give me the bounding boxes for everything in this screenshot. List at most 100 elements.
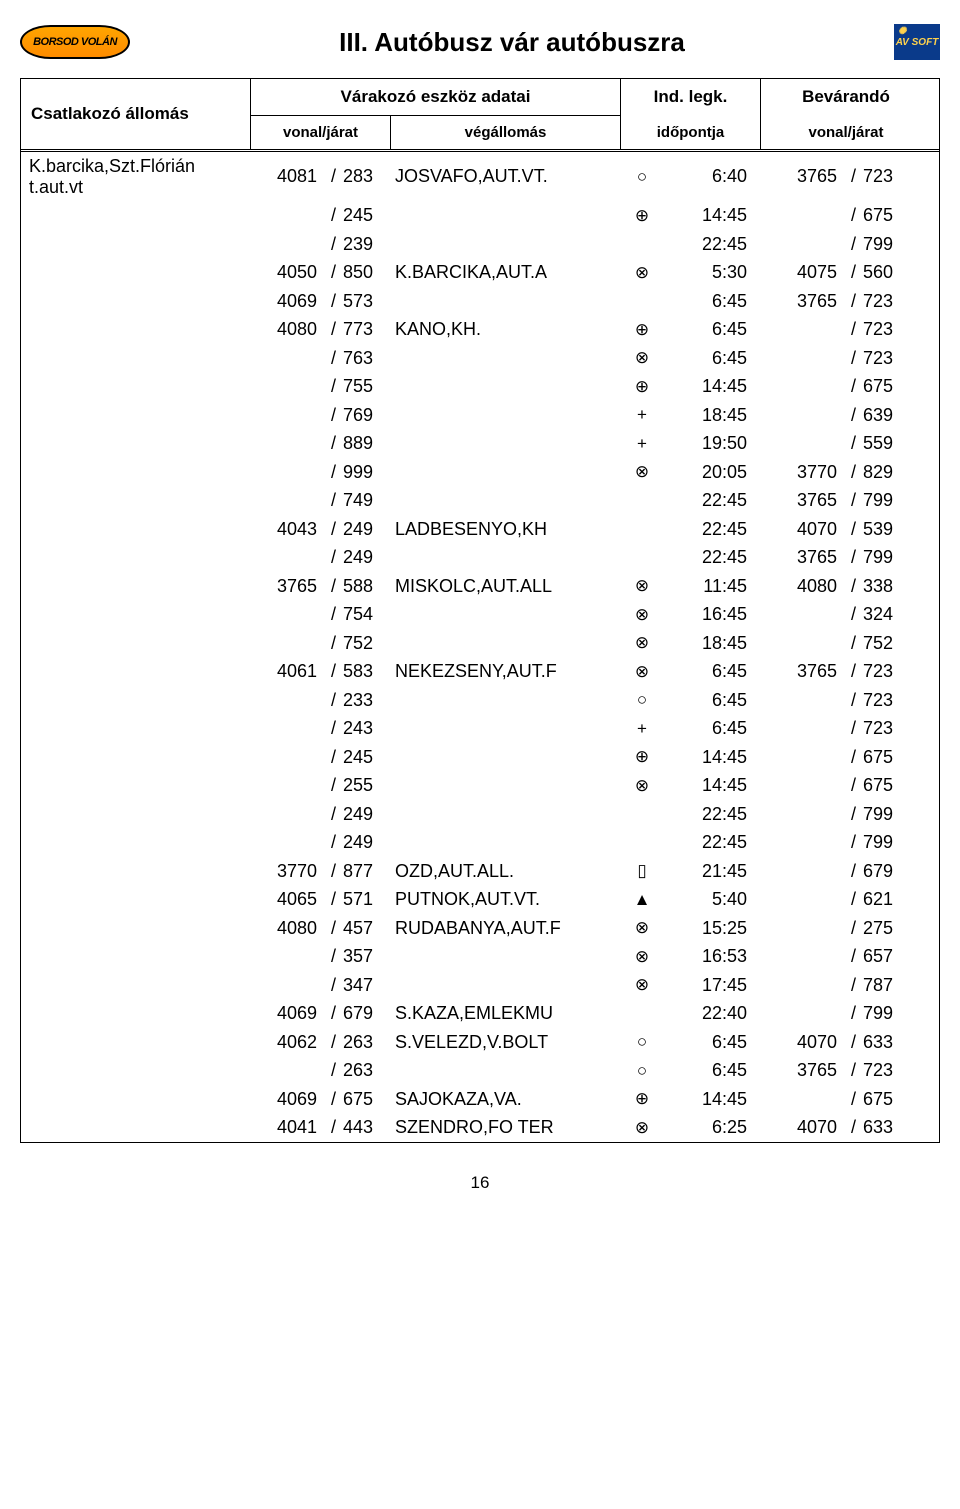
line-b: 571 bbox=[333, 889, 393, 910]
table-row: 4080/773KANO,KH.⊕6:45/723 bbox=[21, 316, 939, 345]
line-b: 457 bbox=[333, 918, 393, 939]
departure-time: 6:25 bbox=[657, 1117, 761, 1138]
table-row: /23922:45/799 bbox=[21, 230, 939, 259]
day-symbol-icon: ⊗ bbox=[621, 462, 657, 482]
day-symbol-icon: ⊗ bbox=[621, 605, 657, 625]
wait-line-b: 338 bbox=[853, 576, 931, 597]
departure-time: 22:45 bbox=[657, 490, 761, 511]
line-b: 263 bbox=[333, 1032, 393, 1053]
table-row: 4050/850K.BARCIKA,AUT.A⊗5:304075/560 bbox=[21, 259, 939, 288]
line-b: 850 bbox=[333, 262, 393, 283]
departure-time: 18:45 bbox=[657, 633, 761, 654]
line-b: 763 bbox=[333, 348, 393, 369]
day-symbol-icon: ⊗ bbox=[621, 348, 657, 368]
wait-line-b: 799 bbox=[853, 234, 931, 255]
wait-line-b: 675 bbox=[853, 376, 931, 397]
line-a: 4069 bbox=[251, 1089, 321, 1110]
wait-line-b: 799 bbox=[853, 832, 931, 853]
day-symbol-icon: ○ bbox=[621, 1061, 657, 1081]
line-b: 245 bbox=[333, 205, 393, 226]
line-b: 773 bbox=[333, 319, 393, 340]
departure-time: 22:45 bbox=[657, 804, 761, 825]
departure-time: 20:05 bbox=[657, 462, 761, 483]
departure-time: 14:45 bbox=[657, 747, 761, 768]
wait-line-b: 675 bbox=[853, 205, 931, 226]
table-row: 4080/457RUDABANYA,AUT.F⊗15:25/275 bbox=[21, 914, 939, 943]
departure-time: 6:45 bbox=[657, 690, 761, 711]
day-symbol-icon: + bbox=[621, 405, 657, 425]
destination: K.BARCIKA,AUT.A bbox=[393, 262, 621, 283]
line-b: 249 bbox=[333, 832, 393, 853]
wait-line-a: 4075 bbox=[761, 262, 841, 283]
day-symbol-icon: ○ bbox=[621, 1032, 657, 1052]
table-row: /263○6:453765/723 bbox=[21, 1057, 939, 1086]
departure-time: 6:45 bbox=[657, 291, 761, 312]
table-row: /74922:453765/799 bbox=[21, 487, 939, 516]
day-symbol-icon: ⊕ bbox=[621, 206, 657, 226]
departure-time: 6:45 bbox=[657, 661, 761, 682]
departure-time: 16:53 bbox=[657, 946, 761, 967]
day-symbol-icon: ⊗ bbox=[621, 975, 657, 995]
departure-time: 14:45 bbox=[657, 376, 761, 397]
table-row: /763⊗6:45/723 bbox=[21, 344, 939, 373]
day-symbol-icon: ⊕ bbox=[621, 747, 657, 767]
line-b: 679 bbox=[333, 1003, 393, 1024]
col-departure-top: Ind. legk. bbox=[621, 79, 761, 116]
departure-time: 19:50 bbox=[657, 433, 761, 454]
departure-time: 11:45 bbox=[657, 576, 761, 597]
table-row: 4062/263S.VELEZD,V.BOLT○6:454070/633 bbox=[21, 1028, 939, 1057]
page-number: 16 bbox=[20, 1173, 940, 1193]
line-b: 347 bbox=[333, 975, 393, 996]
wait-line-b: 675 bbox=[853, 1089, 931, 1110]
col-station: Csatlakozó állomás bbox=[21, 79, 251, 149]
destination: JOSVAFO,AUT.VT. bbox=[393, 166, 621, 187]
departure-time: 22:45 bbox=[657, 519, 761, 540]
wait-line-b: 787 bbox=[853, 975, 931, 996]
table-row: /233○6:45/723 bbox=[21, 686, 939, 715]
destination: LADBESENYO,KH bbox=[393, 519, 621, 540]
line-b: 583 bbox=[333, 661, 393, 682]
day-symbol-icon: ⊗ bbox=[621, 576, 657, 596]
wait-line-a: 3765 bbox=[761, 1060, 841, 1081]
page-title: III. Autóbusz vár autóbuszra bbox=[130, 27, 894, 58]
line-b: 573 bbox=[333, 291, 393, 312]
line-b: 889 bbox=[333, 433, 393, 454]
day-symbol-icon: ⊕ bbox=[621, 320, 657, 340]
wait-line-b: 657 bbox=[853, 946, 931, 967]
wait-line-b: 723 bbox=[853, 319, 931, 340]
day-symbol-icon: ⊗ bbox=[621, 662, 657, 682]
wait-line-b: 723 bbox=[853, 348, 931, 369]
departure-time: 6:40 bbox=[657, 166, 761, 187]
day-symbol-icon: ▲ bbox=[621, 890, 657, 910]
departure-time: 5:30 bbox=[657, 262, 761, 283]
wait-line-b: 752 bbox=[853, 633, 931, 654]
wait-line-b: 723 bbox=[853, 718, 931, 739]
table-row: 4041/443SZENDRO,FO TER⊗6:254070/633 bbox=[21, 1114, 939, 1143]
line-b: 249 bbox=[333, 519, 393, 540]
col-departure-bottom: időpontja bbox=[621, 116, 761, 149]
avsoft-badge: AV SOFT bbox=[894, 24, 940, 60]
line-a: 4081 bbox=[251, 166, 321, 187]
table-row: /243+6:45/723 bbox=[21, 715, 939, 744]
line-b: 443 bbox=[333, 1117, 393, 1138]
wait-line-b: 723 bbox=[853, 690, 931, 711]
wait-line-a: 4070 bbox=[761, 1117, 841, 1138]
timetable: Csatlakozó állomás Várakozó eszköz adata… bbox=[20, 78, 940, 1143]
table-row: /24922:453765/799 bbox=[21, 544, 939, 573]
wait-line-b: 275 bbox=[853, 918, 931, 939]
departure-time: 15:25 bbox=[657, 918, 761, 939]
col-wait-top: Bevárandó bbox=[761, 79, 931, 116]
line-b: 877 bbox=[333, 861, 393, 882]
table-row: 4065/571PUTNOK,AUT.VT.▲5:40/621 bbox=[21, 886, 939, 915]
destination: S.KAZA,EMLEKMU bbox=[393, 1003, 621, 1024]
line-b: 283 bbox=[333, 166, 393, 187]
destination: NEKEZSENY,AUT.F bbox=[393, 661, 621, 682]
table-row: 4069/679S.KAZA,EMLEKMU22:40/799 bbox=[21, 1000, 939, 1029]
day-symbol-icon: ⊕ bbox=[621, 377, 657, 397]
wait-line-b: 324 bbox=[853, 604, 931, 625]
day-symbol-icon: ⊗ bbox=[621, 947, 657, 967]
wait-line-b: 723 bbox=[853, 661, 931, 682]
table-header: Csatlakozó állomás Várakozó eszköz adata… bbox=[21, 79, 939, 152]
table-row: /245⊕14:45/675 bbox=[21, 202, 939, 231]
wait-line-b: 675 bbox=[853, 775, 931, 796]
